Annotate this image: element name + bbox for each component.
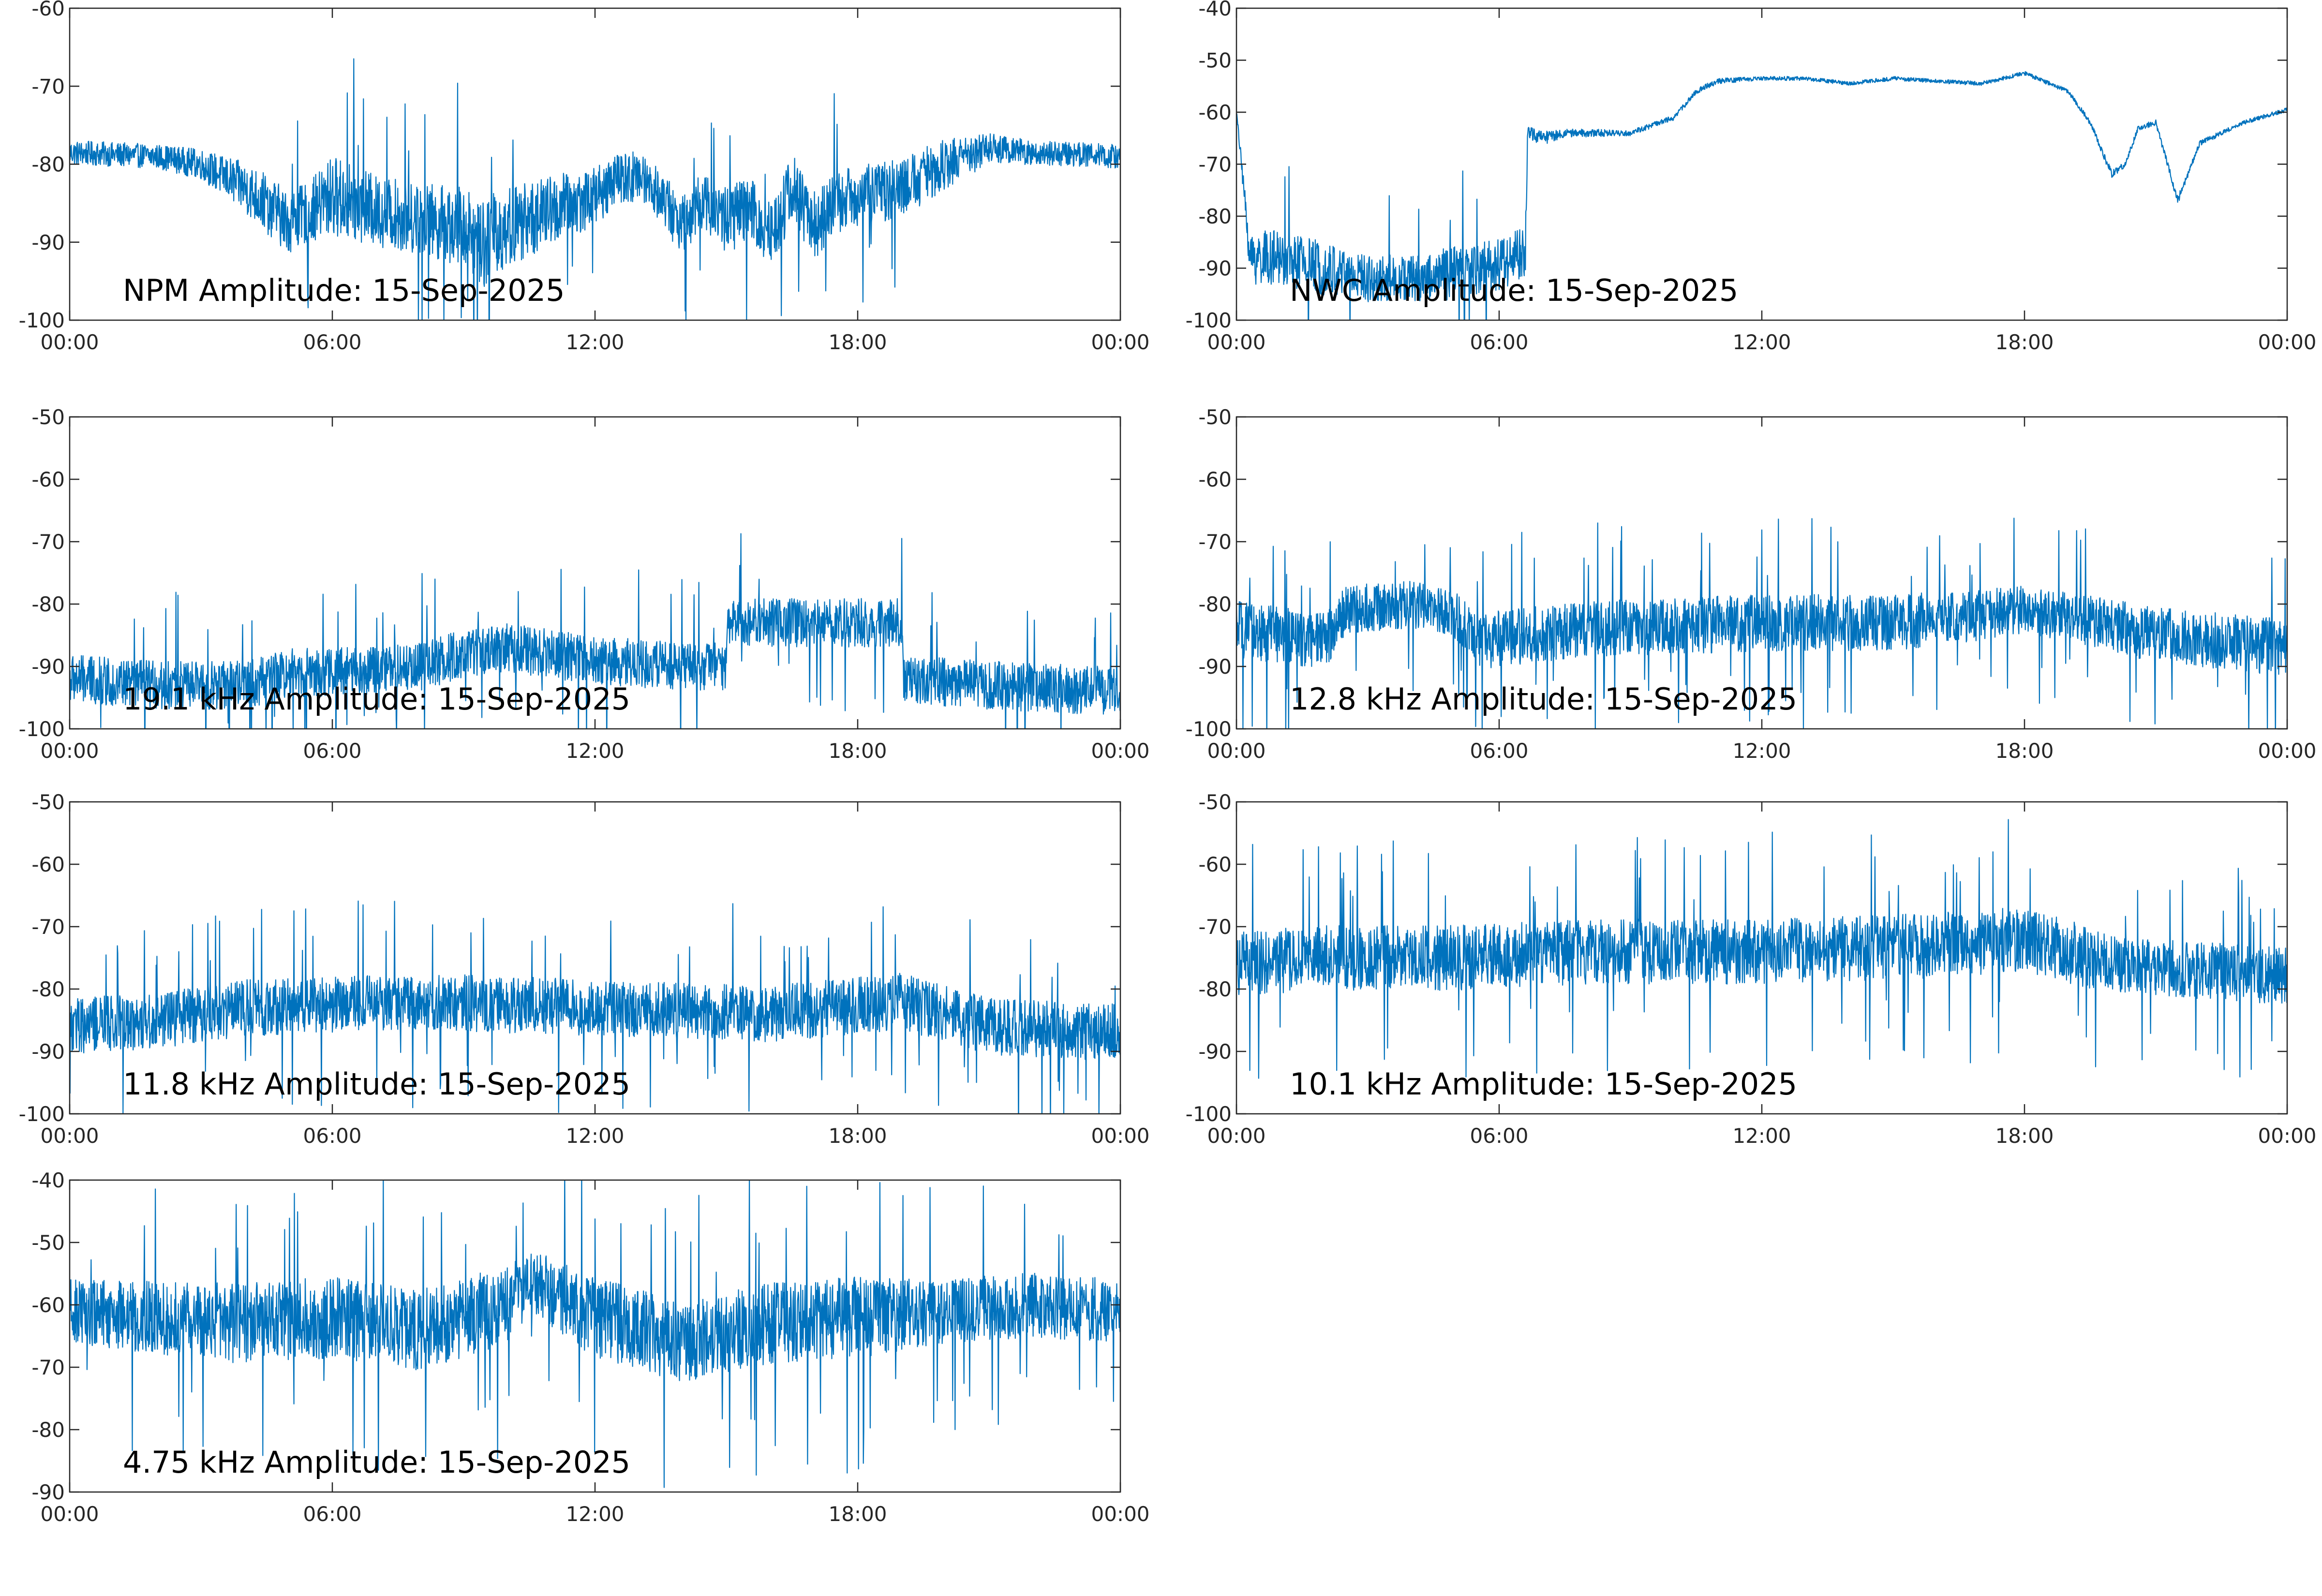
series-line <box>1236 819 2287 1079</box>
y-tick-label: -70 <box>31 74 65 98</box>
y-tick-label: -60 <box>31 853 65 876</box>
x-tick-label: 00:00 <box>2258 330 2316 354</box>
y-tick-label: -70 <box>31 1356 65 1379</box>
x-tick-label: 06:00 <box>1470 1124 1528 1148</box>
y-tick-label: -90 <box>1198 655 1232 679</box>
panel-19-1-khz: -100 -90 -80 -70 -60 -50 00:00 06:00 12:00 18:00 0… <box>19 405 1150 763</box>
x-tick-label: 00:00 <box>40 739 99 763</box>
x-tick-label: 00:00 <box>1207 330 1265 354</box>
series-line <box>1236 71 2287 320</box>
x-tick-label: 00:00 <box>40 1502 99 1526</box>
y-tick-label: -100 <box>1186 717 1232 741</box>
y-tick-label: -80 <box>31 977 65 1001</box>
y-tick-label: -100 <box>19 309 65 332</box>
x-tick-label: 12:00 <box>566 739 624 763</box>
x-tick-label: 12:00 <box>1732 1124 1791 1148</box>
x-tick-label: 18:00 <box>1995 739 2054 763</box>
y-tick-label: -100 <box>1186 1102 1232 1126</box>
x-tick-label: 00:00 <box>1091 1124 1149 1148</box>
y-tick-label: -50 <box>1198 405 1232 429</box>
y-tick-label: -40 <box>31 1168 65 1192</box>
panel-11-8-khz: -100 -90 -80 -70 -60 -50 00:00 06:00 12:00 18:00 0… <box>19 790 1150 1148</box>
y-tick-label: -60 <box>1198 101 1232 124</box>
x-tick-label: 00:00 <box>2258 739 2316 763</box>
x-tick-label: 00:00 <box>1091 1502 1149 1526</box>
y-tick-label: -80 <box>1198 977 1232 1001</box>
y-tick-label: -100 <box>19 1102 65 1126</box>
y-tick-label: -60 <box>31 0 65 20</box>
panel-10-1-khz: -100 -90 -80 -70 -60 -50 00:00 06:00 12:00 18:00 0… <box>1186 790 2317 1148</box>
y-tick-label: -70 <box>31 915 65 939</box>
x-tick-label: 12:00 <box>1732 330 1791 354</box>
y-tick-label: -80 <box>31 153 65 177</box>
y-tick-label: -90 <box>1198 257 1232 281</box>
series-line <box>1236 517 2287 729</box>
panel-npm: -100 -90 -80 -70 -60 00:00 06:00 12:00 18:00 00:0… <box>19 0 1150 354</box>
y-tick-label: -50 <box>31 1231 65 1255</box>
y-tick-label: -40 <box>1198 0 1232 20</box>
y-tick-label: -60 <box>1198 468 1232 491</box>
x-tick-label: 18:00 <box>828 330 887 354</box>
y-tick-label: -60 <box>1198 853 1232 876</box>
x-tick-label: 00:00 <box>1091 330 1149 354</box>
y-tick-label: -100 <box>1186 309 1232 332</box>
x-tick-label: 00:00 <box>2258 1124 2316 1148</box>
x-tick-label: 06:00 <box>303 1502 361 1526</box>
y-tick-label: -90 <box>31 655 65 679</box>
x-tick-label: 06:00 <box>303 330 361 354</box>
panel-12-8-khz: -100 -90 -80 -70 -60 -50 00:00 06:00 12:00 18:00 0… <box>1186 405 2317 763</box>
panel-title: 19.1 kHz Amplitude: 15-Sep-2025 <box>123 681 630 717</box>
y-tick-label: -70 <box>31 530 65 554</box>
x-tick-label: 00:00 <box>40 1124 99 1148</box>
panel-title: 4.75 kHz Amplitude: 15-Sep-2025 <box>123 1445 630 1480</box>
x-tick-label: 18:00 <box>1995 1124 2054 1148</box>
y-tick-label: -90 <box>31 231 65 254</box>
y-tick-label: -100 <box>19 717 65 741</box>
series-line <box>70 1180 1120 1488</box>
y-tick-label: -50 <box>1198 790 1232 814</box>
panel-nwc: -100 -90 -80 -70 -60 -50 -40 00:00 06:00 12:00 18:… <box>1186 0 2317 354</box>
panel-title: 12.8 kHz Amplitude: 15-Sep-2025 <box>1290 681 1797 717</box>
x-tick-label: 00:00 <box>1091 739 1149 763</box>
x-tick-label: 18:00 <box>828 1124 887 1148</box>
x-tick-label: 12:00 <box>566 1124 624 1148</box>
y-tick-label: -60 <box>31 468 65 491</box>
panel-title: NWC Amplitude: 15-Sep-2025 <box>1290 273 1738 308</box>
x-tick-label: 18:00 <box>828 1502 887 1526</box>
x-tick-label: 12:00 <box>566 330 624 354</box>
panel-title: 10.1 kHz Amplitude: 15-Sep-2025 <box>1290 1066 1797 1102</box>
y-tick-label: -60 <box>31 1293 65 1317</box>
x-tick-label: 00:00 <box>40 330 99 354</box>
series-line <box>70 58 1120 320</box>
x-tick-label: 12:00 <box>566 1502 624 1526</box>
x-tick-label: 12:00 <box>1732 739 1791 763</box>
x-tick-label: 06:00 <box>1470 739 1528 763</box>
y-tick-label: -90 <box>1198 1040 1232 1064</box>
y-tick-label: -80 <box>31 592 65 616</box>
x-tick-label: 06:00 <box>1470 330 1528 354</box>
panel-4-75-khz: -90 -80 -70 -60 -50 -40 00:00 06:00 12:00 18:00 00… <box>31 1168 1149 1526</box>
y-tick-label: -50 <box>31 405 65 429</box>
y-tick-label: -80 <box>1198 205 1232 228</box>
y-tick-label: -50 <box>1198 49 1232 73</box>
y-tick-label: -80 <box>31 1418 65 1442</box>
series-line <box>70 901 1120 1114</box>
y-tick-label: -70 <box>1198 530 1232 554</box>
panel-title: 11.8 kHz Amplitude: 15-Sep-2025 <box>123 1066 630 1102</box>
x-tick-label: 18:00 <box>1995 330 2054 354</box>
x-tick-label: 00:00 <box>1207 739 1265 763</box>
x-tick-label: 18:00 <box>828 739 887 763</box>
panel-title: NPM Amplitude: 15-Sep-2025 <box>123 273 565 308</box>
y-tick-label: -80 <box>1198 592 1232 616</box>
x-tick-label: 00:00 <box>1207 1124 1265 1148</box>
x-tick-label: 06:00 <box>303 739 361 763</box>
y-tick-label: -70 <box>1198 915 1232 939</box>
y-tick-label: -70 <box>1198 153 1232 177</box>
y-tick-label: -90 <box>31 1040 65 1064</box>
x-tick-label: 06:00 <box>303 1124 361 1148</box>
y-tick-label: -90 <box>31 1480 65 1504</box>
series-line <box>70 533 1120 729</box>
y-tick-label: -50 <box>31 790 65 814</box>
